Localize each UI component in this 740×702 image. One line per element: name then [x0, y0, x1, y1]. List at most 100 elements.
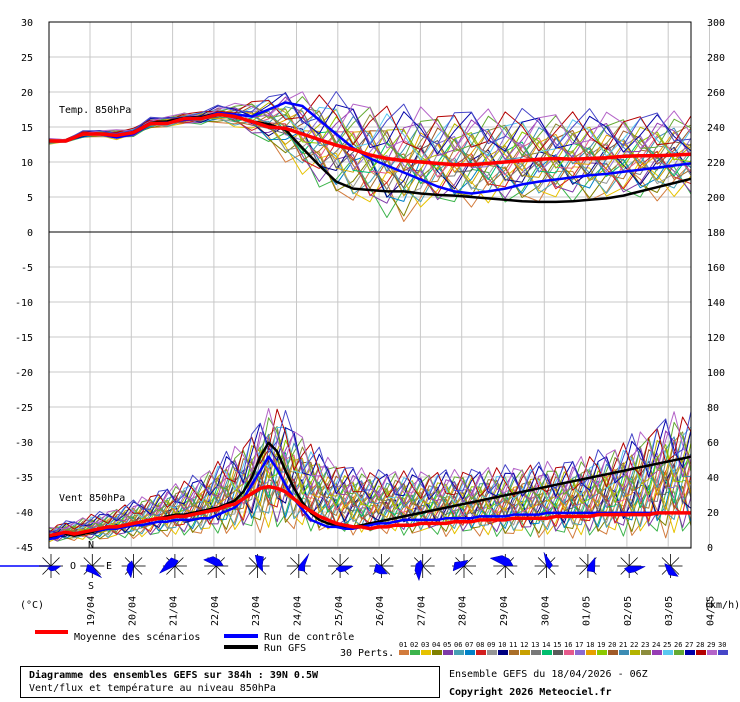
chart-credit: Ensemble GEFS du 18/04/2026 - 06Z Copyri… — [449, 666, 648, 702]
wind-rose-spoke — [537, 557, 547, 567]
wind-rose-spoke — [496, 565, 506, 575]
compass-label: N — [88, 540, 94, 551]
perturbation-id: 17 — [575, 641, 583, 649]
wind-rose — [658, 554, 683, 578]
panel-frame — [48, 231, 692, 549]
x-tick-label: 02/05 — [623, 596, 634, 626]
wind-rose-spoke — [42, 557, 52, 567]
right-tick-label: 40 — [707, 473, 719, 484]
wind-rose — [452, 554, 476, 578]
wind-rose-spoke — [579, 557, 589, 567]
x-tick-label: 25/04 — [334, 596, 345, 626]
wind-rose — [575, 554, 600, 578]
x-tick-label: 28/04 — [458, 596, 469, 626]
perturbation-id: 05 — [443, 641, 451, 649]
wind-rose-spoke — [174, 565, 184, 575]
perturbation-series — [48, 460, 692, 538]
perturbation-swatch — [663, 650, 673, 655]
perturbation-id: 15 — [553, 641, 561, 649]
wind-roses: N O E S — [0, 540, 683, 592]
left-tick-label: -40 — [15, 508, 33, 519]
left-tick-label: -45 — [15, 543, 33, 554]
right-tick-label: 80 — [707, 403, 719, 414]
left-tick-label: -5 — [21, 263, 33, 274]
left-tick-label: 10 — [21, 158, 33, 169]
x-tick-label: 03/05 — [664, 596, 675, 626]
perturbation-swatch — [410, 650, 420, 655]
right-tick-label: 260 — [707, 88, 725, 99]
wind-rose-spoke — [670, 557, 680, 567]
perturbation-id: 21 — [619, 641, 627, 649]
perturbation-swatch — [476, 650, 486, 655]
wind-rose-spoke — [579, 565, 589, 575]
perturbation-swatch — [553, 650, 563, 655]
legend-perts-label: 30 Perts. — [340, 648, 394, 659]
x-tick-label: 04/05 — [706, 596, 717, 626]
perturbation-swatch — [487, 650, 497, 655]
perturbation-swatch — [454, 650, 464, 655]
legend-control-label: Run de contrôle — [264, 631, 354, 643]
perturbation-id: 23 — [641, 641, 649, 649]
legend-gfs-label: Run GFS — [264, 643, 306, 654]
perturbation-id: 06 — [454, 641, 462, 649]
left-tick-label: 0 — [27, 228, 33, 239]
wind-rose-spoke — [422, 557, 432, 567]
wind-rose — [617, 554, 646, 578]
left-tick-label: -15 — [15, 333, 33, 344]
wind-rose-petal — [373, 563, 389, 575]
perturbation-id: 18 — [586, 641, 594, 649]
x-tick-label: 19/04 — [86, 596, 97, 626]
perturbation-series — [48, 419, 692, 533]
perturbation-id: 20 — [608, 641, 616, 649]
wind-rose-petal — [452, 559, 469, 572]
perturbation-id: 14 — [542, 641, 550, 649]
wind-rose-petal — [202, 556, 224, 567]
wind-rose-spoke — [290, 565, 300, 575]
perturbation-series — [48, 439, 692, 536]
perturbation-swatch — [465, 650, 475, 655]
perturbation-id: 16 — [564, 641, 572, 649]
x-tick-label: 30/04 — [540, 596, 551, 626]
left-tick-label: 30 — [21, 18, 33, 29]
perturbation-series — [48, 408, 692, 530]
left-tick-label: 15 — [21, 123, 33, 134]
chart-title: Diagramme des ensembles GEFS sur 384h : … — [29, 670, 318, 681]
perturbation-id: 26 — [674, 641, 682, 649]
wind-rose-spoke — [83, 557, 93, 567]
perturbation-id: 11 — [509, 641, 517, 649]
perturbation-id: 29 — [707, 641, 715, 649]
mean-scenarios-series — [48, 484, 691, 538]
perturbation-id: 25 — [663, 641, 671, 649]
panel-label: Temp. 850hPa — [59, 105, 131, 116]
perturbation-series — [48, 91, 692, 148]
compass-label: S — [88, 581, 94, 592]
wind-rose-petal — [126, 560, 134, 579]
perturbation-swatch — [685, 650, 695, 655]
perturbation-swatch — [399, 650, 409, 655]
perturbation-swatch — [542, 650, 552, 655]
wind-rose-petal — [158, 557, 179, 574]
right-tick-label: 20 — [707, 508, 719, 519]
perturbation-swatch — [641, 650, 651, 655]
perturbation-swatch — [509, 650, 519, 655]
wind-rose-spoke — [670, 565, 680, 575]
panel-label: Vent 850hPa — [59, 493, 125, 504]
wind-rose — [369, 554, 394, 578]
wind-rose-spoke — [372, 557, 382, 567]
perturbation-swatch — [586, 650, 596, 655]
wind-rose-spoke — [463, 565, 473, 575]
perturbation-id: 01 — [399, 641, 407, 649]
wind-rose-spoke — [505, 565, 515, 575]
wind-rose-spoke — [207, 565, 217, 575]
perturbation-swatch — [619, 650, 629, 655]
x-tick-label: 26/04 — [375, 596, 386, 626]
wind-rose — [286, 553, 311, 578]
wind-rose-petal — [46, 565, 62, 572]
x-tick-label: 24/04 — [293, 596, 304, 626]
x-tick-label: 01/05 — [582, 596, 593, 626]
perturbation-swatch — [498, 650, 508, 655]
wind-rose — [245, 554, 270, 578]
wind-rose-spoke — [422, 565, 432, 575]
perturbation-series — [48, 447, 692, 538]
